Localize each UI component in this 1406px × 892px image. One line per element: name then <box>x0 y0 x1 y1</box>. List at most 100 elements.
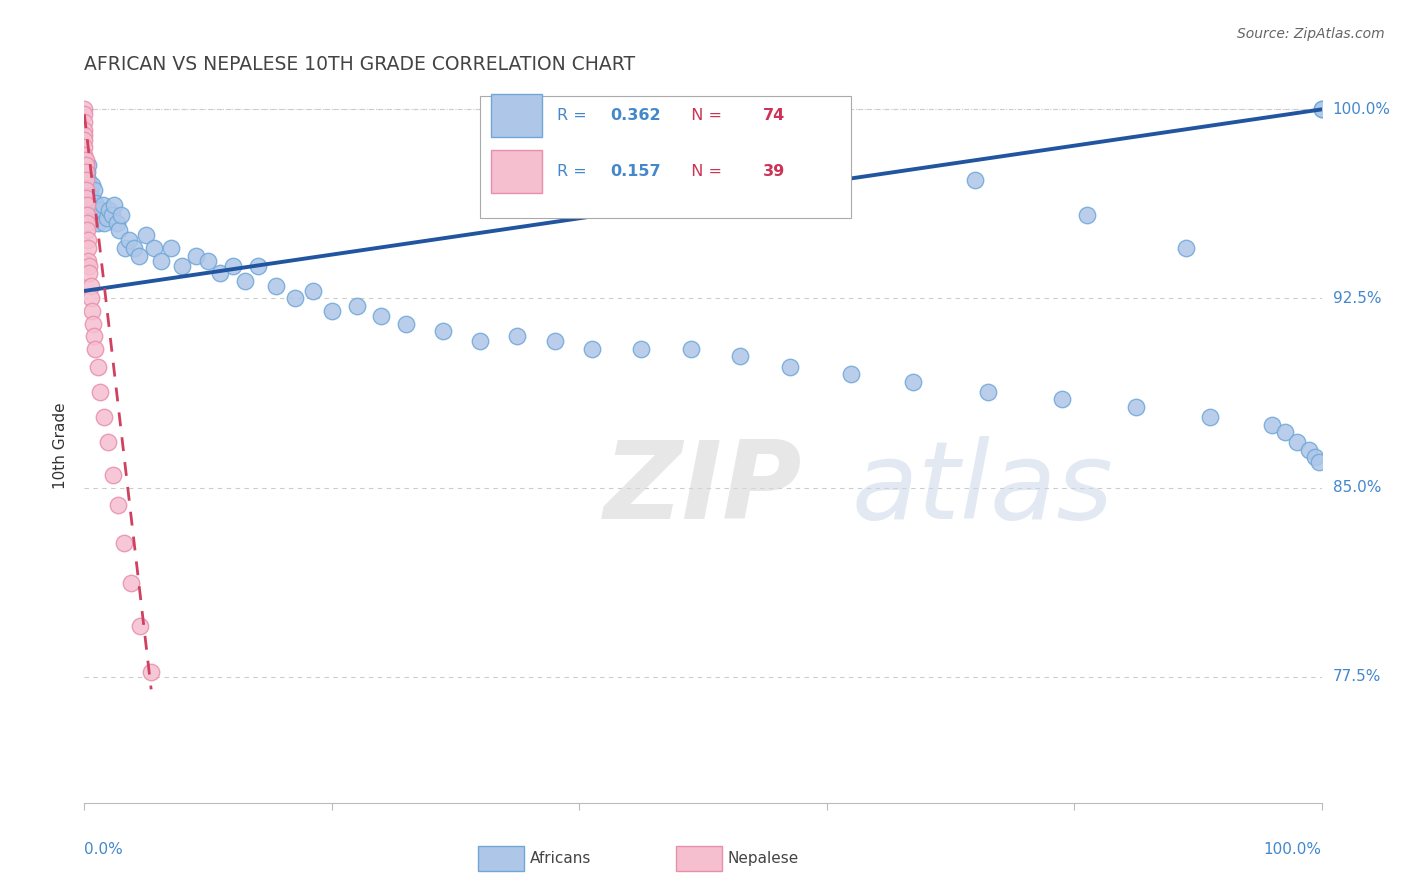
Point <box>1261 417 1284 432</box>
Point <box>1298 442 1320 457</box>
Point <box>100 208 122 222</box>
Point <box>470 334 492 349</box>
Point <box>965 173 987 187</box>
Point <box>77 234 100 248</box>
Point <box>82 317 104 331</box>
Text: 77.5%: 77.5% <box>1333 669 1381 684</box>
Point <box>321 304 343 318</box>
Point <box>89 384 111 399</box>
Text: R =: R = <box>557 108 592 123</box>
Point <box>233 274 256 288</box>
Point <box>209 266 232 280</box>
Point <box>1310 103 1333 117</box>
Point <box>581 342 603 356</box>
Point <box>112 536 135 550</box>
Point <box>184 249 207 263</box>
Point <box>83 203 105 218</box>
Point <box>89 203 111 218</box>
Text: ZIP: ZIP <box>605 436 803 541</box>
Point <box>87 359 110 374</box>
Point <box>103 198 125 212</box>
FancyBboxPatch shape <box>481 96 852 218</box>
Point <box>1050 392 1073 407</box>
Text: 0.0%: 0.0% <box>84 842 124 856</box>
Text: R =: R = <box>557 164 592 178</box>
Point <box>135 228 157 243</box>
Point <box>141 665 163 679</box>
Point <box>76 198 98 212</box>
Point <box>98 203 121 218</box>
Point <box>80 191 103 205</box>
Point <box>73 147 96 161</box>
Point <box>264 278 287 293</box>
Point <box>93 409 115 424</box>
Point <box>1076 208 1098 222</box>
Point <box>432 324 454 338</box>
Point <box>120 576 142 591</box>
Point <box>903 375 925 389</box>
Point <box>80 178 103 192</box>
Point <box>79 183 101 197</box>
Point <box>197 253 219 268</box>
Point <box>75 191 97 205</box>
Point <box>142 241 165 255</box>
Text: 0.362: 0.362 <box>610 108 661 123</box>
Point <box>1199 409 1222 424</box>
Point <box>105 216 128 230</box>
Point <box>83 329 105 343</box>
Text: N =: N = <box>681 164 727 178</box>
Point <box>122 241 145 255</box>
Point <box>679 342 702 356</box>
Point <box>75 153 97 167</box>
Point <box>79 292 101 306</box>
Point <box>73 140 96 154</box>
Point <box>84 342 107 356</box>
Text: 100.0%: 100.0% <box>1264 842 1322 856</box>
Text: 39: 39 <box>762 164 785 178</box>
Point <box>370 309 392 323</box>
Point <box>114 241 136 255</box>
Point <box>77 241 100 255</box>
Point <box>79 259 101 273</box>
Point <box>73 128 96 142</box>
Point <box>222 259 245 273</box>
Text: 85.0%: 85.0% <box>1333 480 1381 495</box>
FancyBboxPatch shape <box>492 150 543 193</box>
Point <box>129 619 152 633</box>
Text: 74: 74 <box>762 108 785 123</box>
Text: 100.0%: 100.0% <box>1333 102 1391 117</box>
Point <box>76 208 98 222</box>
Point <box>93 216 115 230</box>
Point <box>73 133 96 147</box>
Point <box>75 173 97 187</box>
Point <box>728 350 751 364</box>
Point <box>80 304 103 318</box>
Point <box>150 253 173 268</box>
Point <box>128 249 150 263</box>
Point <box>172 259 194 273</box>
Point <box>108 223 131 237</box>
Point <box>97 435 120 450</box>
Point <box>110 208 132 222</box>
Point <box>83 183 105 197</box>
Y-axis label: 10th Grade: 10th Grade <box>52 402 67 490</box>
Point <box>118 234 141 248</box>
Text: N =: N = <box>681 108 727 123</box>
Point <box>346 299 368 313</box>
Point <box>76 216 98 230</box>
Point <box>630 342 652 356</box>
Text: AFRICAN VS NEPALESE 10TH GRADE CORRELATION CHART: AFRICAN VS NEPALESE 10TH GRADE CORRELATI… <box>84 54 636 74</box>
Point <box>77 173 100 187</box>
Point <box>73 115 96 129</box>
Text: Source: ZipAtlas.com: Source: ZipAtlas.com <box>1237 27 1385 41</box>
Point <box>84 208 107 222</box>
Point <box>1174 241 1197 255</box>
Text: atlas: atlas <box>852 436 1114 541</box>
Point <box>1308 455 1330 469</box>
Point <box>77 158 100 172</box>
Point <box>160 241 183 255</box>
Point <box>79 278 101 293</box>
Point <box>75 158 97 172</box>
Point <box>90 203 112 218</box>
Point <box>75 165 97 179</box>
